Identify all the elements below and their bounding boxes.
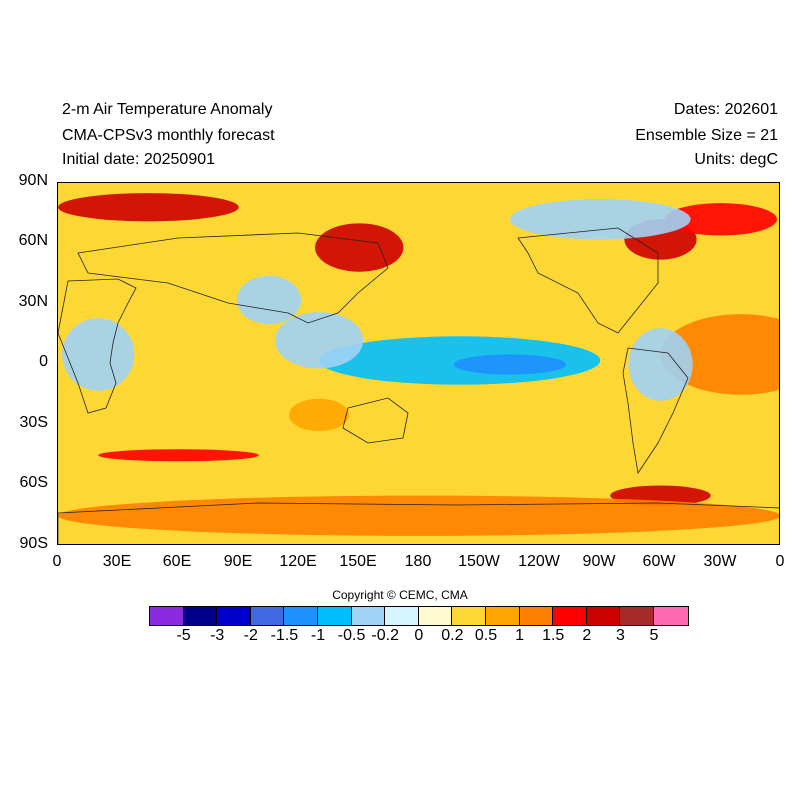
units-label: Units: degC (694, 151, 778, 168)
anomaly-map (58, 183, 779, 544)
colorbar-swatch (150, 607, 184, 625)
lon-label: 30E (102, 553, 132, 570)
colorbar-label: 1.5 (542, 627, 565, 644)
lat-label: 60S (19, 474, 48, 491)
lon-label: 150W (458, 553, 500, 570)
colorbar-label: -2 (243, 627, 258, 644)
colorbar-label: 1 (515, 627, 525, 644)
anomaly-region (288, 398, 350, 432)
colorbar-swatch (418, 607, 453, 625)
lat-label: 90S (19, 535, 48, 552)
colorbar-label: 0.5 (474, 627, 498, 644)
colorbar-label: 5 (649, 627, 659, 644)
lon-label: 120W (518, 553, 560, 570)
anomaly-region (628, 328, 693, 401)
colorbar-swatch (217, 607, 251, 625)
colorbar-label: -5 (176, 627, 191, 644)
anomaly-region (236, 275, 302, 325)
colorbar-label: -1 (310, 627, 326, 644)
anomaly-region (664, 203, 777, 236)
coastline (342, 397, 409, 444)
colorbar-label: 0.2 (441, 627, 464, 644)
lon-label: 150E (339, 553, 377, 570)
colorbar-swatch (351, 607, 386, 625)
lat-label: 90N (18, 172, 48, 189)
lat-label: 0 (39, 353, 48, 370)
colorbar-swatch (519, 607, 554, 625)
colorbar-label: 0 (414, 627, 424, 644)
colorbar-swatch (653, 607, 688, 625)
colorbar-swatch (250, 607, 285, 625)
colorbar-label: -0.2 (371, 627, 399, 644)
ensemble-size-label: Ensemble Size = 21 (635, 127, 778, 144)
lon-label: 90E (223, 553, 253, 570)
model-subtitle: CMA-CPSv3 monthly forecast (62, 127, 275, 144)
coastline (622, 347, 689, 475)
colorbar-label: -1.5 (270, 627, 299, 644)
lon-label: 0 (52, 553, 62, 570)
dates-label: Dates: 202601 (673, 101, 778, 118)
copyright-text: Copyright © CEMC, CMA (332, 588, 468, 602)
lat-label: 30S (19, 414, 48, 431)
colorbar-swatch (620, 607, 654, 625)
lon-label: 30W (703, 553, 737, 570)
map-title: 2-m Air Temperature Anomaly (62, 101, 273, 118)
lon-label: 60E (162, 553, 192, 570)
anomaly-region (453, 354, 567, 375)
coastline (77, 232, 389, 324)
colorbar-swatch (553, 607, 587, 625)
anomaly-region (274, 312, 364, 369)
initial-date-label: Initial date: 20250901 (62, 151, 216, 168)
lon-label: 120E (279, 553, 317, 570)
anomaly-region (58, 495, 779, 536)
colorbar-swatch (485, 607, 520, 625)
anomaly-region (509, 199, 691, 240)
colorbar-swatch (586, 607, 621, 625)
map-frame (57, 182, 780, 545)
colorbar (149, 606, 689, 626)
colorbar-swatch (317, 607, 352, 625)
lat-label: 60N (18, 232, 48, 249)
colorbar-label: -0.5 (337, 627, 366, 644)
coastline (517, 227, 659, 334)
colorbar-swatch (452, 607, 486, 625)
lon-label: 180 (404, 553, 432, 570)
lat-label: 30N (18, 293, 48, 310)
lon-label: 0 (775, 553, 785, 570)
colorbar-swatch (385, 607, 419, 625)
coastline (58, 502, 779, 544)
colorbar-swatch (284, 607, 318, 625)
anomaly-region (315, 223, 404, 272)
colorbar-label: -3 (210, 627, 225, 644)
anomaly-region (58, 193, 239, 222)
colorbar-label: 2 (582, 627, 592, 644)
colorbar-label: 3 (615, 627, 625, 644)
colorbar-swatch (183, 607, 218, 625)
lon-label: 60W (642, 553, 676, 570)
coastline (58, 278, 137, 414)
lon-label: 90W (582, 553, 616, 570)
anomaly-region (98, 449, 259, 462)
anomaly-region (62, 318, 135, 391)
